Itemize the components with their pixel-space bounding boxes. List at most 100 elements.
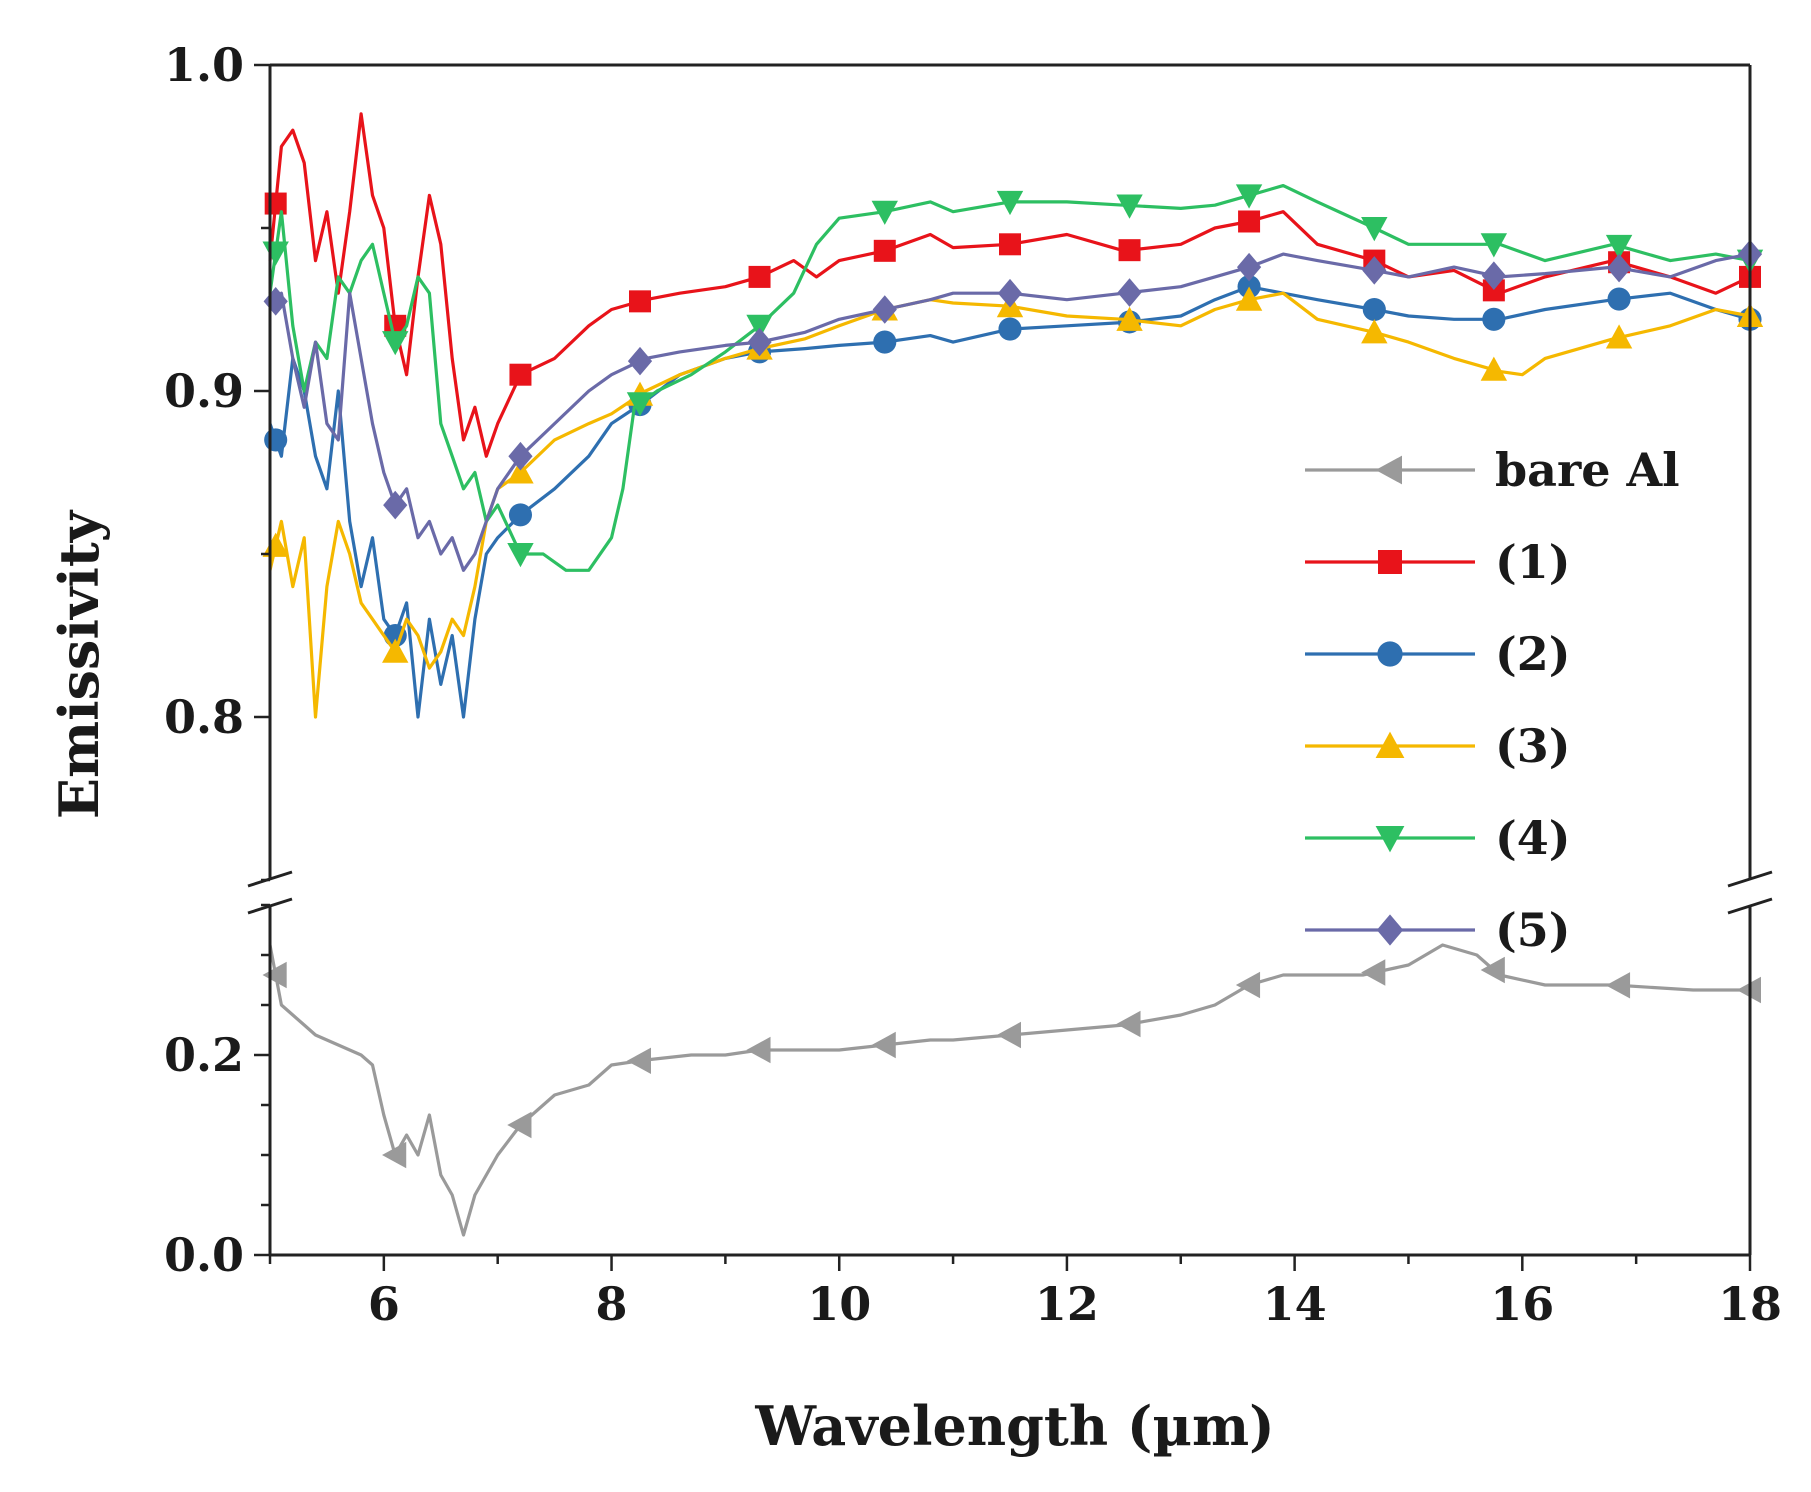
legend-label: bare Al (1495, 443, 1680, 497)
series-marker (1361, 217, 1388, 242)
series-marker (747, 327, 772, 357)
legend-swatch-marker (1378, 550, 1402, 574)
series-marker (873, 330, 897, 354)
axis-break-right (1727, 897, 1773, 915)
x-axis-title: Wavelength (µm) (754, 1394, 1274, 1458)
series-marker (1607, 287, 1631, 311)
series-marker (1605, 234, 1633, 260)
series-marker (873, 239, 896, 262)
legend-item: (3) (1305, 719, 1571, 773)
legend-label: (3) (1495, 719, 1571, 773)
series-marker (1480, 233, 1508, 258)
x-tick-label: 14 (1263, 1277, 1327, 1331)
series-marker (629, 290, 651, 313)
series-marker (264, 192, 287, 215)
x-tick-label: 8 (596, 1277, 628, 1331)
legend-swatch-marker (1377, 641, 1403, 667)
x-tick-label: 10 (807, 1277, 871, 1331)
series-marker (507, 543, 534, 568)
series-marker (1480, 956, 1505, 984)
legend-item: (4) (1305, 811, 1571, 865)
legend-swatch-marker (1376, 914, 1404, 946)
y-tick-label: 0.9 (164, 364, 244, 418)
legend-label: (5) (1495, 903, 1571, 957)
series-marker (1235, 286, 1263, 311)
legend-swatch-marker (1375, 731, 1405, 758)
series-marker (383, 490, 408, 520)
series-5 (263, 239, 1763, 572)
legend: bare Al (1) (2) (3) (4) (5) (1305, 443, 1680, 957)
series-marker (999, 233, 1021, 256)
legend-label: (2) (1495, 627, 1571, 681)
legend-swatch-marker (1375, 826, 1405, 853)
series-marker (382, 331, 409, 356)
series-marker (262, 961, 287, 989)
series-marker (382, 638, 409, 663)
series-marker (998, 317, 1022, 341)
series-marker (507, 459, 534, 484)
y-tick-label: 0.0 (164, 1228, 244, 1282)
legend-label: (4) (1495, 811, 1571, 865)
series-marker (871, 1031, 896, 1059)
series-marker (1605, 324, 1633, 349)
series-marker (746, 314, 773, 339)
series-marker (1238, 210, 1261, 233)
series-marker (263, 287, 288, 316)
series-marker (1117, 278, 1142, 307)
series-marker (996, 1021, 1021, 1049)
series-marker (872, 295, 897, 324)
legend-swatch-marker (1375, 455, 1402, 485)
series-marker (508, 441, 533, 471)
series-marker (1235, 971, 1261, 999)
series-line (268, 184, 1751, 572)
series-marker (748, 265, 771, 288)
legend-label: (1) (1495, 535, 1571, 589)
series-marker (1361, 959, 1386, 986)
legend-item: bare Al (1305, 443, 1680, 497)
series-marker (1481, 261, 1506, 290)
series-marker (997, 278, 1023, 308)
x-tick-label: 12 (1035, 1277, 1099, 1331)
series-marker (1362, 297, 1386, 322)
series-marker (996, 190, 1024, 216)
series-1 (264, 112, 1761, 458)
series-marker (626, 392, 654, 417)
legend-item: (2) (1305, 627, 1571, 681)
series-marker (1482, 279, 1505, 302)
series-marker (507, 1111, 532, 1139)
series-marker (1361, 319, 1388, 344)
series-marker (1118, 239, 1141, 262)
y-tick-label: 0.2 (164, 1028, 244, 1082)
series-marker (1605, 972, 1631, 999)
series-marker (1116, 194, 1143, 219)
series-marker (746, 1036, 771, 1064)
series-marker (1606, 253, 1632, 283)
series-marker (508, 503, 533, 527)
series-marker (1362, 256, 1387, 285)
y-axis-title: Emissivity (47, 509, 111, 819)
series-marker (264, 428, 288, 452)
series-bare-al (262, 943, 1761, 1237)
series-marker (1116, 1010, 1141, 1038)
series-line (268, 943, 1750, 1237)
x-tick-label: 18 (1718, 1277, 1782, 1331)
x-tick-label: 6 (368, 1277, 400, 1331)
axis-break-right (1727, 870, 1773, 888)
series-marker (1235, 184, 1263, 209)
series-line (268, 112, 1751, 458)
y-tick-label: 0.8 (164, 690, 244, 744)
legend-item: (1) (1305, 535, 1571, 589)
axis-layer: 6 8 10 12 14 16 18 0.0 0.2 0.8 0.9 1.0 (164, 38, 1782, 1331)
series-marker (627, 346, 653, 376)
series-marker (1482, 307, 1506, 331)
series-marker (382, 1141, 407, 1169)
series-marker (871, 200, 898, 225)
series-marker (1236, 252, 1262, 282)
series-4 (262, 184, 1764, 572)
y-tick-label: 1.0 (164, 38, 244, 92)
series-marker (1480, 356, 1508, 381)
x-tick-label: 16 (1490, 1277, 1554, 1331)
series-marker (1116, 306, 1143, 331)
